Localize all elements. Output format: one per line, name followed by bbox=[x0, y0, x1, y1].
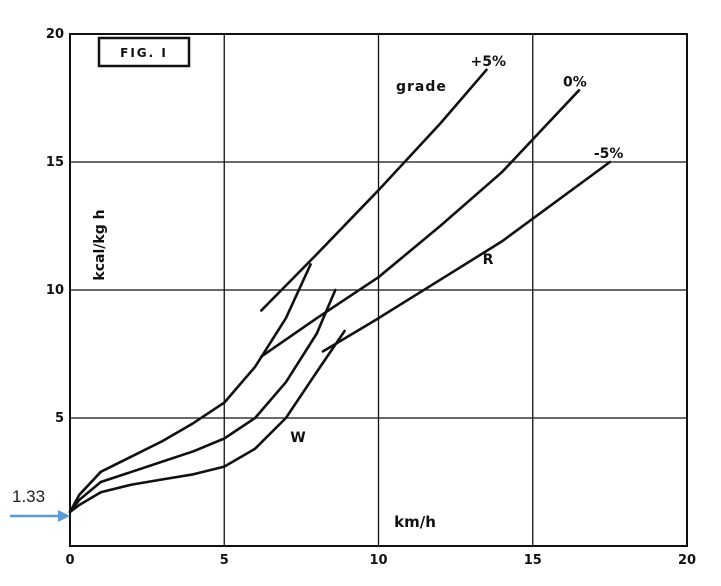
series-label-zero: 0% bbox=[563, 74, 587, 90]
y-tick-label-5: 5 bbox=[55, 411, 64, 426]
intercept-arrow-head bbox=[58, 510, 70, 522]
intercept-value: 1.33 bbox=[12, 487, 45, 506]
x-tick-label-0: 0 bbox=[65, 553, 74, 568]
title-box-frame bbox=[97, 36, 191, 68]
y-tick-label-20: 20 bbox=[46, 27, 64, 42]
x-tick-label-20: 20 bbox=[678, 553, 696, 568]
x-axis-label: km/h bbox=[394, 513, 436, 531]
x-tick-label-15: 15 bbox=[524, 553, 542, 568]
y-tick-label-15: 15 bbox=[46, 155, 64, 170]
walking-label: W bbox=[290, 430, 305, 446]
chart-title: FIG. I bbox=[120, 46, 168, 60]
series-label-plus5: +5% bbox=[470, 54, 506, 70]
walking-curve-plus5 bbox=[68, 263, 312, 514]
y-axis-label: kcal/kg h bbox=[92, 209, 108, 280]
intercept-annotation: 1.33 bbox=[10, 487, 70, 522]
title-box: FIG. I bbox=[97, 36, 191, 68]
y-tick-label-10: 10 bbox=[46, 283, 64, 298]
running-line-plus5 bbox=[260, 68, 488, 312]
running-label: R bbox=[483, 252, 494, 268]
running-line-zero bbox=[260, 89, 581, 358]
walking-curve-minus5 bbox=[68, 329, 346, 514]
series-label-minus5: -5% bbox=[594, 146, 624, 162]
x-tick-label-5: 5 bbox=[220, 553, 229, 568]
gridlines bbox=[70, 34, 687, 546]
tick-labels: 0 5 10 15 20 5 10 15 20 bbox=[46, 27, 696, 568]
x-tick-label-10: 10 bbox=[369, 553, 387, 568]
legend-title: grade bbox=[396, 79, 447, 95]
walking-curve-zero bbox=[68, 288, 337, 514]
series-curves: +5% 0% -5% bbox=[68, 54, 624, 514]
running-line-minus5 bbox=[321, 160, 612, 353]
